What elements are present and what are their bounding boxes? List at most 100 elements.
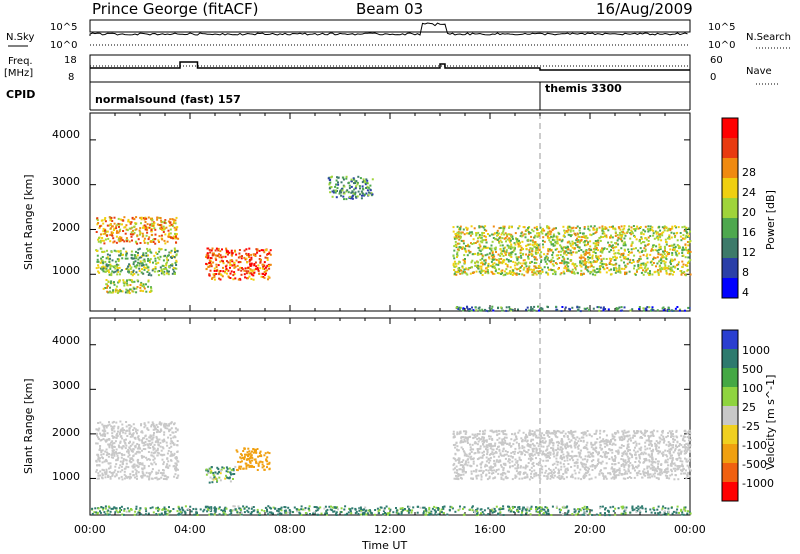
power-cell bbox=[560, 272, 563, 275]
power-cell bbox=[159, 255, 162, 258]
power-cell bbox=[562, 270, 565, 273]
power-cell bbox=[574, 268, 577, 271]
power-cell bbox=[504, 246, 507, 249]
power-cell bbox=[660, 262, 663, 265]
power-cell bbox=[671, 225, 674, 228]
power-cell bbox=[161, 229, 164, 231]
velocity-cell bbox=[121, 478, 124, 481]
power-cell bbox=[328, 183, 331, 186]
power-cell bbox=[156, 216, 159, 219]
velocity-cell bbox=[120, 429, 123, 432]
velocity-cell bbox=[238, 465, 241, 468]
power-cell bbox=[101, 266, 104, 269]
velocity-cell bbox=[672, 451, 675, 454]
velocity-cell bbox=[135, 472, 138, 475]
velocity-cell bbox=[116, 454, 119, 457]
velocity-cell bbox=[548, 441, 551, 444]
power-cell bbox=[620, 259, 623, 262]
power-cell bbox=[540, 230, 543, 233]
power-cell bbox=[466, 254, 469, 257]
power-cell bbox=[624, 256, 627, 259]
power-cell bbox=[129, 264, 131, 267]
power-cell bbox=[483, 259, 486, 262]
velocity-cell bbox=[161, 472, 164, 475]
power-cell bbox=[659, 253, 662, 256]
power-cell bbox=[147, 259, 149, 262]
power-cell bbox=[494, 246, 497, 249]
power-cell bbox=[590, 264, 593, 267]
power-cell bbox=[592, 227, 595, 230]
power-cell bbox=[240, 257, 243, 260]
velocity-cell bbox=[552, 444, 555, 447]
power-cell bbox=[494, 238, 497, 241]
velocity-cell bbox=[114, 469, 117, 472]
power-cell bbox=[164, 219, 167, 222]
velocity-cell bbox=[673, 478, 676, 481]
velocity-cell bbox=[486, 446, 489, 449]
power-cell bbox=[493, 247, 496, 250]
power-cell bbox=[643, 267, 646, 270]
power-cell bbox=[589, 240, 592, 243]
power-cell bbox=[519, 251, 522, 254]
velocity-cell bbox=[114, 451, 117, 454]
power-cell bbox=[207, 256, 210, 259]
power-cell bbox=[245, 272, 248, 275]
velocity-cell bbox=[124, 475, 127, 478]
velocity-cell bbox=[649, 467, 652, 470]
velocity-cell bbox=[152, 423, 155, 426]
power-cell bbox=[134, 255, 137, 258]
power-cell bbox=[627, 253, 630, 256]
velocity-cell bbox=[155, 476, 158, 479]
power-cell bbox=[668, 235, 671, 238]
power-cell bbox=[587, 258, 590, 261]
velocity-cell bbox=[560, 454, 563, 457]
velocity-cell bbox=[521, 477, 524, 480]
power-cell bbox=[592, 266, 595, 269]
velocity-cell bbox=[655, 443, 658, 446]
velocity-cell bbox=[495, 451, 498, 454]
power-cell bbox=[578, 236, 581, 238]
velocity-cell bbox=[172, 431, 175, 434]
velocity-cell bbox=[564, 469, 567, 472]
velocity-cell bbox=[681, 460, 684, 463]
velocity-cell bbox=[132, 466, 135, 469]
velocity-cell bbox=[642, 433, 645, 436]
power-cell bbox=[649, 228, 652, 230]
power-cell bbox=[480, 267, 483, 270]
power-cell bbox=[209, 257, 212, 259]
velocity-cell bbox=[626, 431, 629, 434]
velocity-cell bbox=[121, 429, 124, 432]
power-cell bbox=[480, 265, 483, 268]
power-cell bbox=[332, 189, 335, 192]
velocity-cell bbox=[480, 469, 483, 472]
power-cell bbox=[239, 266, 242, 269]
power-cell bbox=[97, 260, 100, 263]
power-cell bbox=[608, 257, 611, 260]
velocity-cell bbox=[117, 430, 119, 433]
velocity-cell bbox=[249, 461, 252, 463]
power-cell bbox=[117, 264, 120, 266]
power-cell bbox=[540, 259, 543, 262]
velocity-cell bbox=[158, 438, 161, 441]
power-cell bbox=[553, 239, 556, 242]
power-cell bbox=[680, 273, 683, 276]
velocity-cell bbox=[151, 477, 154, 480]
power-cell bbox=[126, 283, 129, 286]
velocity-cell bbox=[518, 477, 521, 480]
power-cell bbox=[110, 232, 113, 235]
power-cell bbox=[605, 227, 608, 230]
power-cell bbox=[664, 238, 667, 241]
power-cell bbox=[215, 263, 218, 266]
velocity-cell bbox=[143, 442, 146, 444]
velocity-cell bbox=[245, 462, 248, 465]
velocity-cell bbox=[166, 444, 169, 447]
velocity-cell bbox=[524, 476, 527, 479]
power-cell bbox=[147, 257, 150, 260]
velocity-cell bbox=[168, 423, 171, 426]
velocity-cell bbox=[566, 436, 569, 438]
power-cell bbox=[614, 266, 617, 269]
power-cell bbox=[160, 224, 163, 226]
power-cell bbox=[98, 237, 100, 240]
velocity-cell bbox=[117, 427, 120, 430]
power-cell bbox=[128, 271, 131, 274]
